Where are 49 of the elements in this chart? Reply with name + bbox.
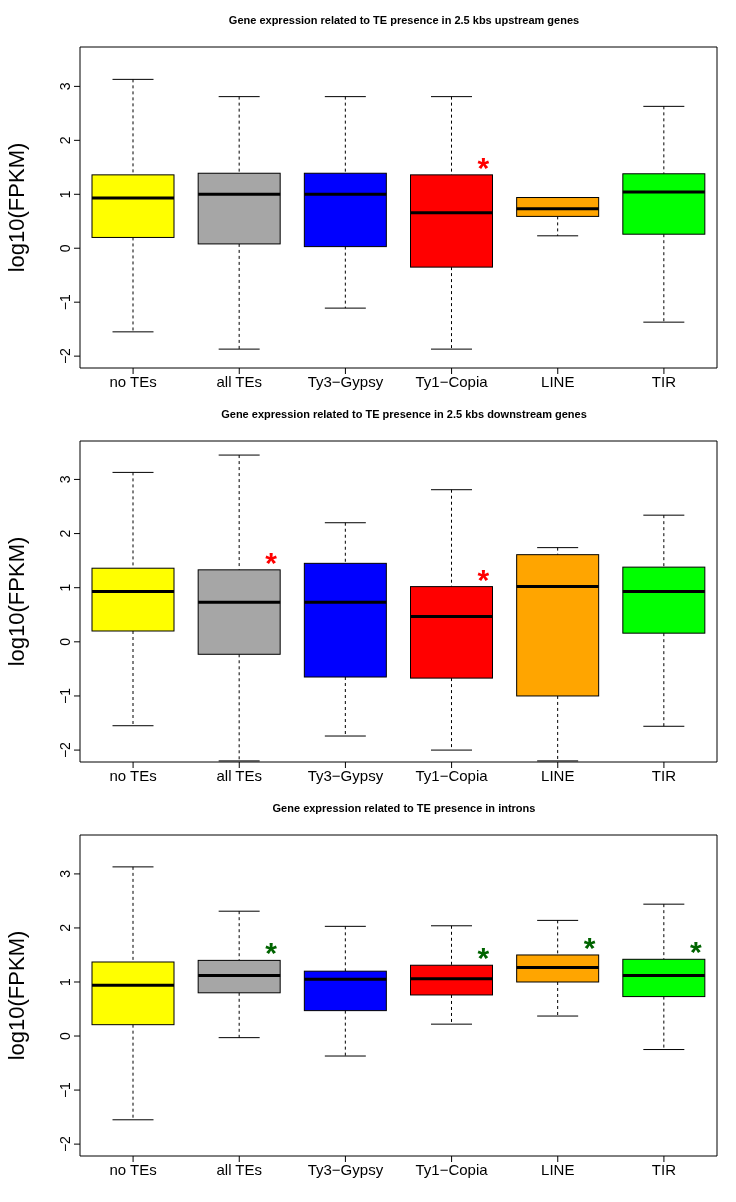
chart-title: Gene expression related to TE presence in 2.5 kbs downstream genes	[220, 408, 588, 420]
annotation: *	[583, 930, 596, 964]
y-axis-title: log10(FPKM)	[3, 930, 29, 1061]
annotation: *	[689, 935, 702, 969]
x-tick-label: all TEs	[216, 372, 263, 390]
x-tick-label: no TEs	[109, 372, 157, 390]
annotation: *	[265, 546, 278, 580]
x-tick-label: no TEs	[109, 766, 157, 784]
x-tick-label: TIR	[651, 766, 677, 784]
y-axis-title: log10(FPKM)	[3, 142, 29, 273]
y-tick-label: 2	[57, 136, 73, 145]
chart-title: Gene expression related to TE presence in introns	[271, 802, 537, 814]
annotation: *	[477, 562, 490, 596]
x-tick-label: LINE	[541, 766, 575, 784]
annotation: *	[477, 941, 490, 975]
y-tick-label: 1	[57, 190, 73, 199]
x-tick-label: all TEs	[216, 766, 263, 784]
y-tick-label: 2	[57, 529, 73, 538]
x-tick-label: Ty1−Copia	[415, 372, 489, 390]
y-tick-label: −2	[57, 347, 73, 365]
y-tick-label: 0	[57, 1031, 73, 1040]
y-axis-title: log10(FPKM)	[3, 536, 29, 667]
x-tick-label: LINE	[541, 372, 575, 390]
x-tick-label: all TEs	[216, 1160, 263, 1178]
y-tick-label: 0	[57, 637, 73, 646]
x-tick-label: no TEs	[109, 1160, 157, 1178]
x-tick-label: Ty1−Copia	[415, 1160, 489, 1178]
y-tick-label: −1	[57, 687, 73, 704]
y-tick-label: −2	[57, 1135, 73, 1153]
y-tick-label: 1	[57, 977, 73, 986]
y-tick-label: −2	[57, 741, 73, 759]
x-tick-label: TIR	[651, 372, 677, 390]
x-tick-label: Ty3−Gypsy	[307, 766, 384, 784]
y-tick-label: 3	[57, 475, 73, 484]
chart-title: Gene expression related to TE presence in 2.5 kbs upstream genes	[227, 14, 581, 26]
x-tick-label: Ty3−Gypsy	[307, 1160, 384, 1178]
y-tick-label: 2	[57, 923, 73, 932]
x-tick-label: Ty3−Gypsy	[307, 372, 384, 390]
x-tick-label: Ty1−Copia	[415, 766, 489, 784]
y-tick-label: 1	[57, 583, 73, 592]
y-tick-label: −1	[57, 293, 73, 311]
annotation: *	[477, 150, 490, 184]
x-tick-label: TIR	[651, 1160, 677, 1178]
y-tick-label: 3	[57, 82, 73, 91]
y-tick-label: 0	[57, 244, 73, 253]
x-tick-label: LINE	[541, 1160, 575, 1178]
y-tick-label: 3	[57, 869, 73, 878]
y-tick-label: −1	[57, 1081, 73, 1099]
annotation: *	[265, 936, 278, 970]
